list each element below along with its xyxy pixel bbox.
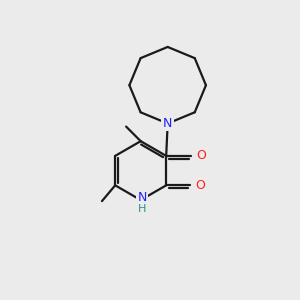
Text: N: N xyxy=(137,191,147,204)
Text: H: H xyxy=(138,205,146,214)
Text: O: O xyxy=(196,179,206,192)
Text: O: O xyxy=(196,149,206,162)
Text: N: N xyxy=(163,117,172,130)
